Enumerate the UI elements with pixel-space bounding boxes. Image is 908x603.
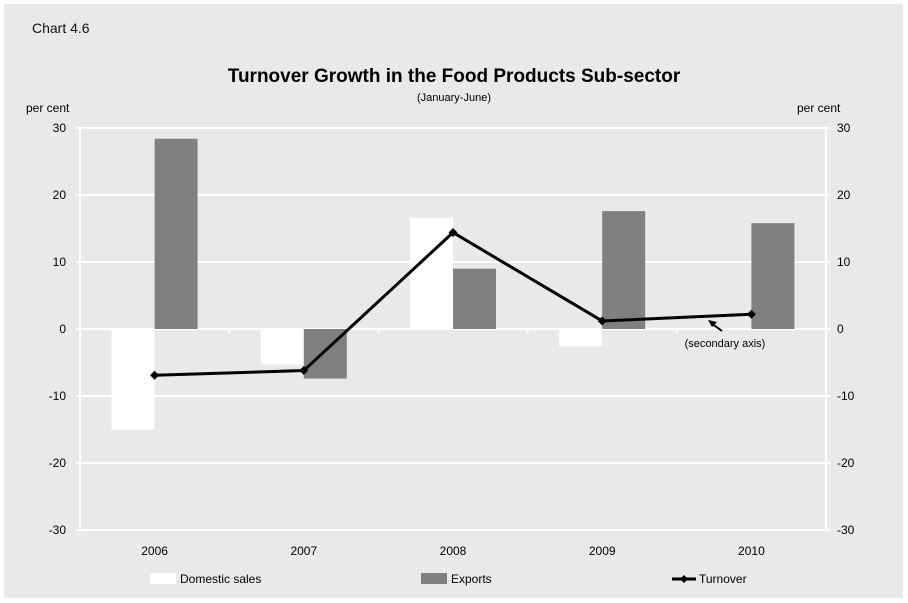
left-tick-label: 10	[53, 255, 67, 269]
chart-number-label: Chart 4.6	[32, 20, 90, 36]
turnover-point	[746, 309, 756, 319]
bar-exports	[453, 268, 496, 329]
legend-swatch-exports	[421, 573, 447, 584]
legend-label-domestic-sales: Domestic sales	[180, 572, 261, 586]
left-tick-label: -30	[49, 523, 67, 537]
category-label: 2009	[589, 544, 616, 558]
bar-exports	[154, 138, 198, 329]
legend-marker-turnover	[680, 575, 688, 583]
turnover-point	[597, 316, 607, 326]
chart-subtitle: (January-June)	[417, 92, 491, 104]
bar-domestic-sales	[410, 217, 453, 329]
legend-label-turnover: Turnover	[699, 572, 747, 586]
bar-domestic-sales	[260, 329, 304, 365]
category-label: 2010	[738, 544, 765, 558]
annotation-arrow-head	[708, 320, 717, 327]
right-tick-label: -10	[837, 389, 855, 403]
left-tick-label: -10	[49, 389, 67, 403]
left-tick-label: 0	[59, 322, 66, 336]
legend-swatch-domestic-sales	[150, 573, 176, 584]
left-tick-label: 30	[53, 121, 67, 135]
right-tick-label: -20	[837, 456, 855, 470]
legend-label-exports: Exports	[451, 572, 492, 586]
right-tick-label: 20	[837, 188, 851, 202]
right-axis-unit-label: per cent	[797, 101, 841, 115]
bar-exports	[602, 211, 646, 329]
bar-exports	[751, 223, 795, 329]
right-tick-label: 30	[837, 121, 851, 135]
secondary-axis-annotation: (secondary axis)	[685, 338, 766, 350]
right-tick-label: 0	[837, 322, 844, 336]
chart-title: Turnover Growth in the Food Products Sub…	[227, 66, 681, 87]
bar-domestic-sales	[111, 329, 155, 430]
turnover-point	[448, 228, 458, 238]
turnover-point	[299, 366, 309, 376]
left-axis-unit-label: per cent	[26, 101, 70, 115]
right-tick-label: 10	[837, 255, 851, 269]
left-tick-label: 20	[53, 188, 67, 202]
category-label: 2008	[440, 544, 467, 558]
bar-domestic-sales	[559, 329, 603, 347]
category-label: 2007	[290, 544, 317, 558]
right-tick-label: -30	[837, 523, 855, 537]
left-tick-label: -20	[49, 456, 67, 470]
category-label: 2006	[141, 544, 168, 558]
turnover-point	[150, 370, 160, 380]
